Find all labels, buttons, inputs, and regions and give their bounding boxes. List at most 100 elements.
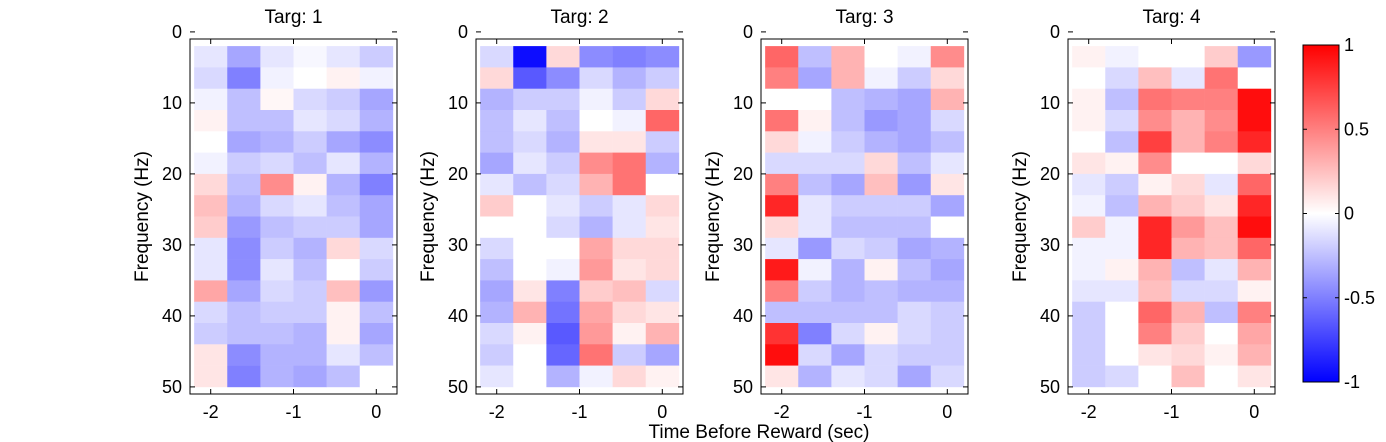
heatmap-cell <box>1204 46 1239 68</box>
heatmap-cell <box>546 46 580 68</box>
heatmap-cell <box>612 301 647 324</box>
heatmap-cell <box>579 46 613 68</box>
heatmap-cell <box>765 344 799 366</box>
heatmap-cell <box>897 152 932 175</box>
heatmap-cell <box>546 301 580 324</box>
heatmap-cell <box>293 46 327 68</box>
heatmap-cell <box>831 131 865 153</box>
heatmap-cell <box>897 237 932 260</box>
heatmap-cell <box>1072 259 1106 281</box>
heatmap-cell <box>864 216 898 239</box>
heatmap-cell <box>480 131 514 153</box>
heatmap-cell <box>326 301 361 324</box>
heatmap-cell <box>1171 88 1205 111</box>
heatmap-cell <box>1072 323 1106 345</box>
heatmap-cell <box>513 152 547 175</box>
heatmap-cell <box>359 323 394 345</box>
heatmap-cell <box>579 88 613 111</box>
heatmap-cell <box>864 280 898 302</box>
heatmap-cell <box>765 259 799 281</box>
heatmap-cell <box>359 365 394 388</box>
heatmap-cell <box>1171 301 1205 324</box>
heatmap-cell <box>480 301 514 324</box>
heatmap-cell <box>612 323 647 345</box>
heatmap-cell <box>293 152 327 175</box>
heatmap-cell <box>579 216 613 239</box>
heatmap-cell <box>260 323 294 345</box>
heatmap-cell <box>1237 216 1272 239</box>
heatmap-cell <box>1204 237 1239 260</box>
heatmap-cell <box>765 88 799 111</box>
heatmap-cell <box>645 365 680 388</box>
heatmap-cell <box>293 131 327 153</box>
x-tick-label: -1 <box>1163 402 1179 422</box>
heatmap-cell <box>1072 216 1106 239</box>
heatmap-cell <box>831 46 865 68</box>
heatmap-cell <box>260 67 294 89</box>
heatmap-cell <box>897 195 932 217</box>
x-tick-label: -1 <box>285 402 301 422</box>
y-tick-label: 0 <box>1050 22 1060 42</box>
heatmap-cell <box>798 323 832 345</box>
heatmap-cell <box>227 88 261 111</box>
heatmap-cell <box>260 280 294 302</box>
heatmap-cell <box>1138 323 1172 345</box>
heatmap-cell <box>359 344 394 366</box>
y-tick-label: 50 <box>733 377 753 397</box>
panel-title: Targ: 4 <box>1142 7 1201 28</box>
heatmap-cell <box>1237 237 1272 260</box>
heatmap-cell <box>513 88 547 111</box>
heatmap-cell <box>864 365 898 388</box>
colorbar: 1 0.5 0 -0.5 -1 <box>1302 35 1375 392</box>
heatmap-cell <box>227 323 261 345</box>
y-tick-label: 40 <box>733 306 753 326</box>
heatmap-cell <box>359 259 394 281</box>
heatmap-cell <box>579 173 613 196</box>
heatmap-cell <box>194 301 228 324</box>
heatmap-cell <box>930 173 965 196</box>
heatmap-cell <box>359 110 394 132</box>
heatmap-cell <box>930 131 965 153</box>
heatmap-cell <box>326 237 361 260</box>
heatmap-cell <box>1138 67 1172 89</box>
y-axis-label: Frequency (Hz) <box>1010 151 1031 282</box>
heatmap-cell <box>831 195 865 217</box>
heatmap-cell <box>831 323 865 345</box>
heatmap-cell <box>579 323 613 345</box>
heatmap-cell <box>579 259 613 281</box>
colorbar-tick-label: -0.5 <box>1344 288 1375 308</box>
heatmap-cell <box>798 173 832 196</box>
heatmap-cell <box>798 365 832 388</box>
y-axis-label: Frequency (Hz) <box>418 151 439 282</box>
heatmap-cell <box>645 237 680 260</box>
heatmap-cell <box>645 195 680 217</box>
heatmap-cell <box>480 323 514 345</box>
heatmap-cell <box>326 46 361 68</box>
heatmap-cell <box>326 67 361 89</box>
heatmap-cell <box>765 110 799 132</box>
heatmap-cell <box>513 344 547 366</box>
heatmap-cell <box>480 216 514 239</box>
heatmap-cell <box>645 67 680 89</box>
heatmap-cell <box>359 195 394 217</box>
heatmap-cell <box>1237 323 1272 345</box>
heatmap-cell <box>798 195 832 217</box>
panel-title: Targ: 1 <box>264 7 322 28</box>
heatmap-cell <box>930 259 965 281</box>
y-tick-label: 50 <box>448 377 468 397</box>
heatmap-cell <box>1171 237 1205 260</box>
heatmap-cell <box>1237 344 1272 366</box>
heatmap-cell <box>1171 216 1205 239</box>
heatmap-cell <box>930 195 965 217</box>
heatmap-cell <box>1138 88 1172 111</box>
heatmap-cell <box>798 46 832 68</box>
colorbar-tick-label: 0.5 <box>1344 119 1369 139</box>
heatmap-cell <box>864 46 898 68</box>
heatmap-cell <box>1072 46 1106 68</box>
heatmap-cell <box>864 152 898 175</box>
heatmap-cell <box>194 110 228 132</box>
figure-x-axis-label: Time Before Reward (sec) <box>648 422 869 442</box>
heatmap-cell <box>326 131 361 153</box>
heatmap-cell <box>612 195 647 217</box>
